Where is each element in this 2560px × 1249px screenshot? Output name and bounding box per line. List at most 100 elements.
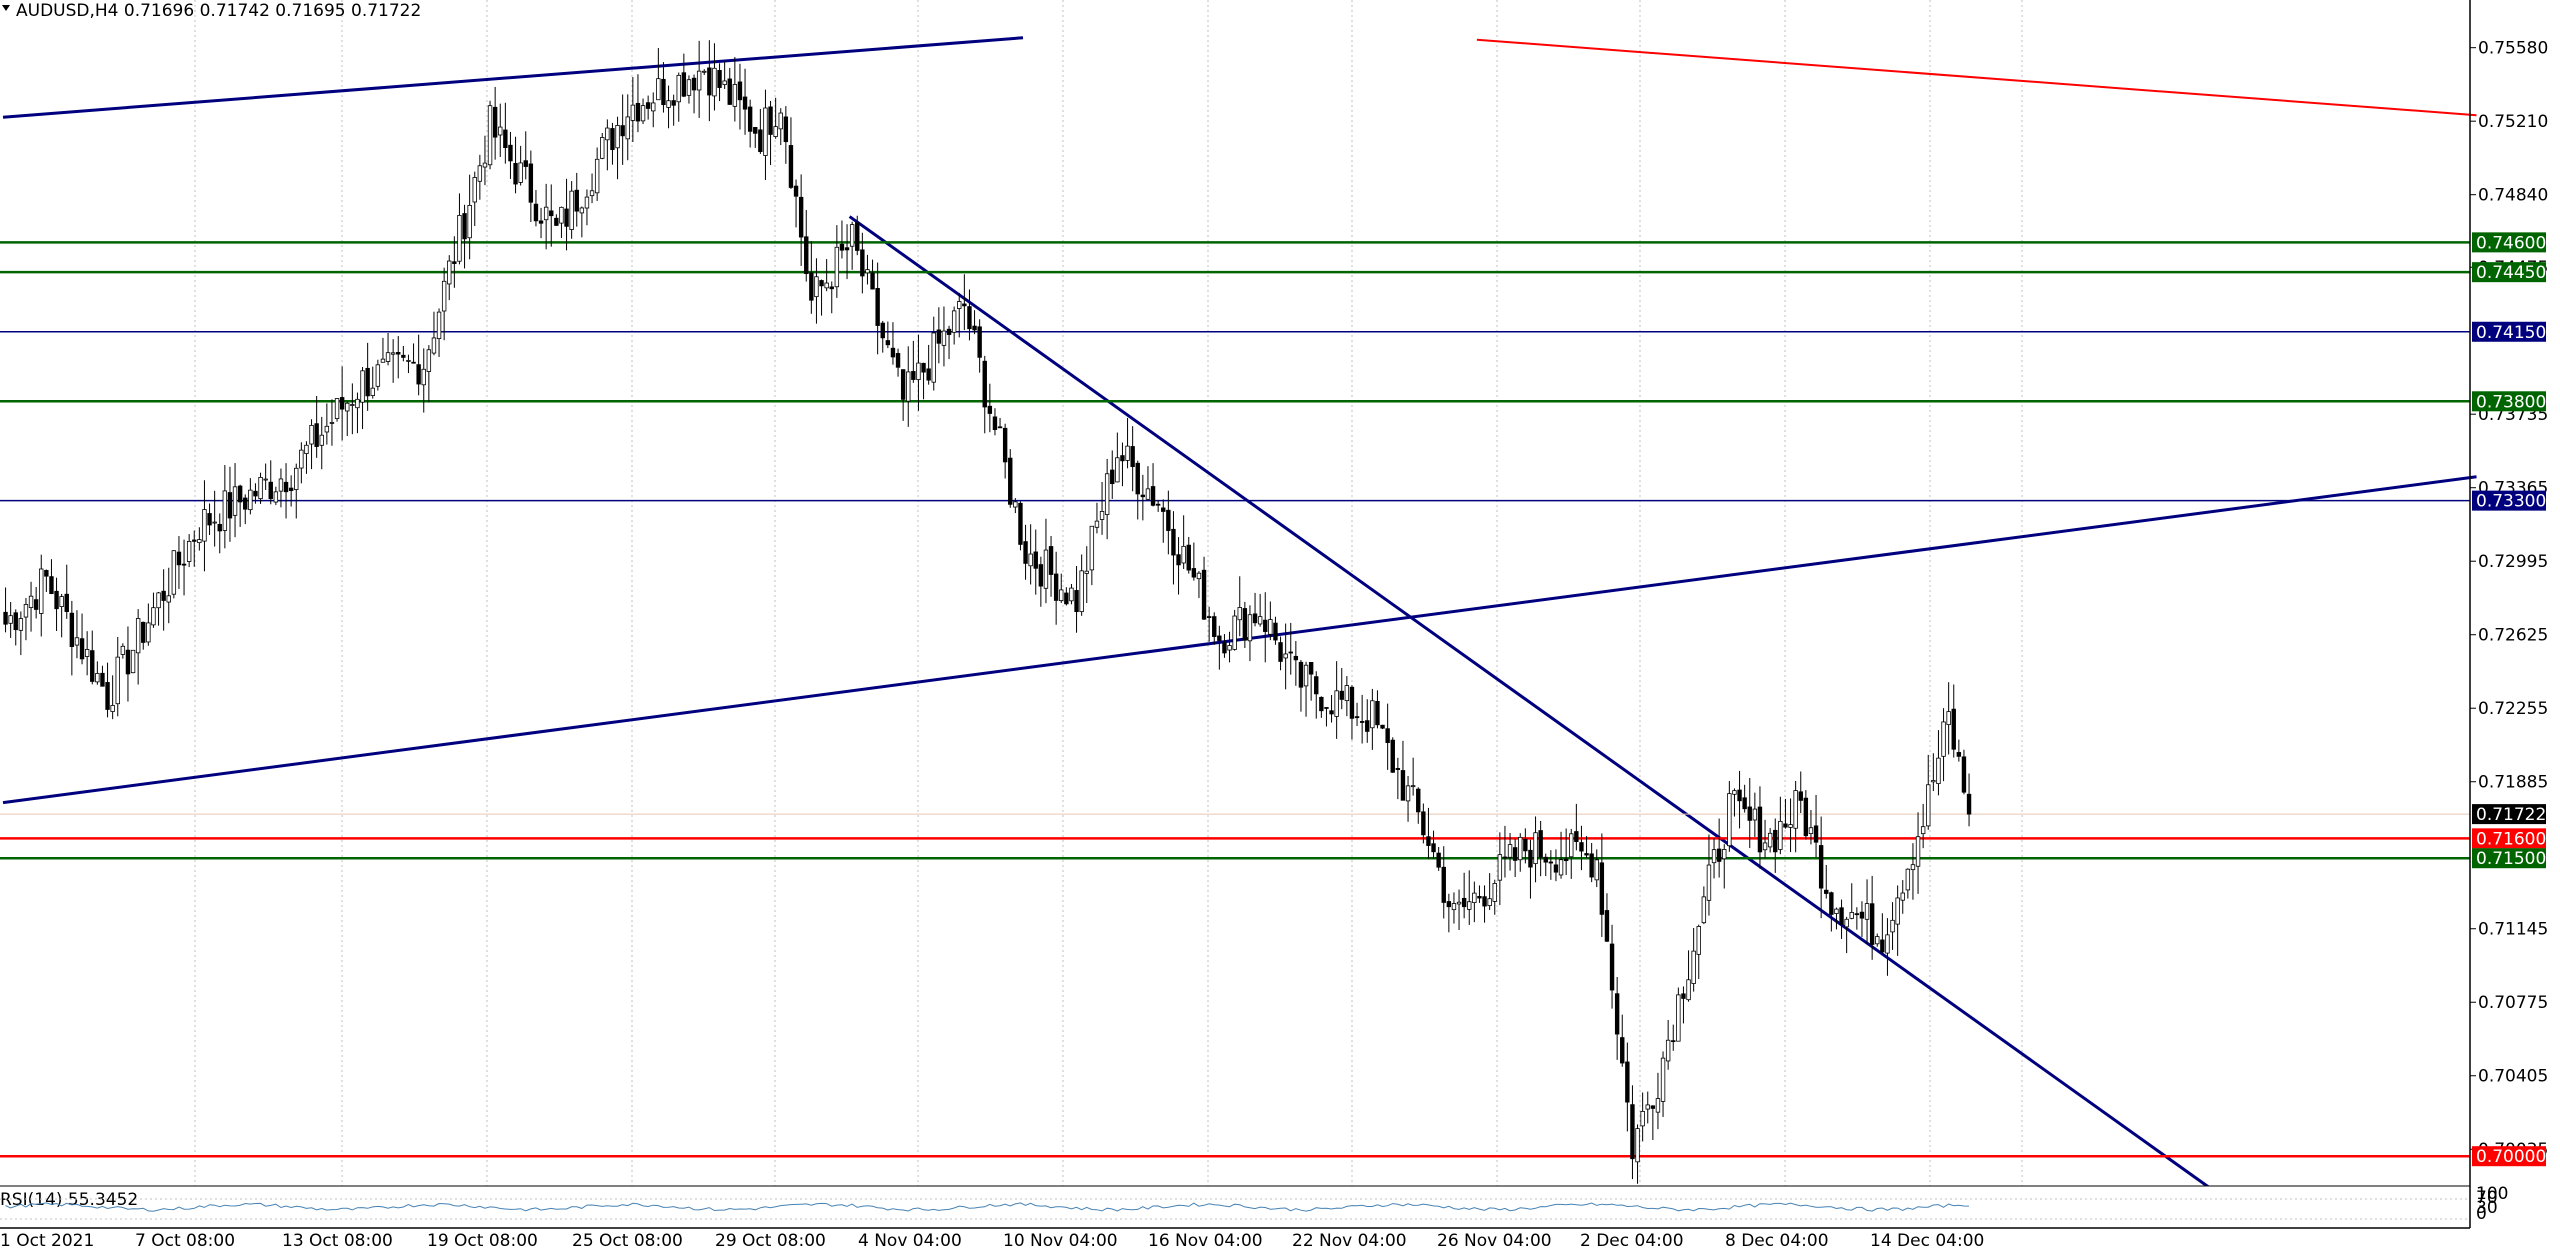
candle-body (207, 513, 212, 526)
candle-body (1278, 642, 1283, 662)
candle-body (79, 638, 85, 660)
candle-body (314, 423, 319, 447)
candle-body (202, 509, 207, 542)
candle-body (936, 329, 942, 344)
candle-body (549, 210, 554, 217)
candle-body (1222, 642, 1227, 654)
candle-body (1166, 509, 1171, 531)
candle-body (809, 272, 814, 301)
candle-body (931, 332, 936, 383)
horizontal-levels[interactable] (0, 241, 2470, 1158)
candle-body (1145, 488, 1151, 500)
candle-body (1308, 662, 1314, 675)
candle-body (839, 243, 845, 251)
candle-body (645, 102, 651, 109)
candle-body (135, 618, 141, 654)
candle-body (390, 352, 396, 355)
candle-body (268, 481, 273, 500)
candle-body (1533, 832, 1538, 865)
candle-body (916, 362, 921, 381)
candle-body (640, 105, 646, 122)
candle-body (436, 311, 442, 339)
candle-body (651, 102, 656, 112)
time-tick-label: 14 Dec 04:00 (1870, 1231, 1984, 1249)
candle-body (49, 576, 54, 594)
candle-body (1818, 845, 1824, 889)
candle-body (855, 222, 860, 251)
candle-body (1711, 849, 1717, 864)
candle-body (69, 612, 75, 648)
candle-body (385, 352, 391, 362)
candle-body (753, 127, 758, 134)
candle-body (1288, 651, 1293, 654)
candle-body (1594, 859, 1599, 881)
candle-body (1798, 791, 1803, 801)
candle-body (1064, 592, 1069, 605)
candle-body (1538, 830, 1543, 858)
candle-body (503, 129, 508, 149)
candle-body (671, 100, 676, 106)
rsi-tick-label: 70 (2476, 1188, 2498, 1208)
candle-body (1084, 570, 1089, 574)
candle-body (1120, 455, 1125, 462)
candle-body (554, 217, 559, 226)
candle-body (1405, 785, 1411, 802)
price-tick-label: 0.75210 (2478, 112, 2548, 132)
candle-body (156, 592, 161, 609)
candle-body (1441, 866, 1446, 903)
time-axis: 1 Oct 2021 7 Oct 08:00 13 Oct 08:00 19 Oct … (0, 1231, 1984, 1249)
candle-body (982, 360, 987, 408)
candle-body (829, 286, 834, 290)
candle-body (1635, 1128, 1640, 1163)
candle-body (1059, 589, 1064, 602)
candle-body (283, 481, 289, 493)
price-tick-label: 0.75580 (2478, 39, 2548, 59)
candle-body (1849, 911, 1854, 919)
candle-body (1931, 780, 1936, 783)
candle-body (1574, 831, 1579, 843)
symbol-ohlc-label: AUDUSD,H4 0.71696 0.71742 0.71695 0.7172… (16, 1, 421, 21)
candle-body (1630, 1104, 1635, 1160)
candle-body (90, 650, 95, 682)
candle-body (171, 550, 177, 595)
candle-body (605, 127, 610, 141)
candle-body (54, 590, 59, 610)
candle-body (594, 158, 600, 194)
candle-body (1018, 502, 1023, 545)
candle-body (192, 539, 197, 542)
candle-body (1569, 833, 1574, 858)
trendline (2, 36, 1024, 119)
candle-body (1467, 901, 1472, 910)
candle-body (1880, 939, 1885, 953)
candle-body (768, 106, 773, 135)
candle-body (248, 489, 253, 511)
candle-body (1905, 868, 1911, 891)
candle-body (1314, 676, 1319, 695)
candle-body (1171, 528, 1176, 556)
candle-body (1747, 806, 1752, 821)
candle-body (380, 358, 386, 363)
candle-body (972, 325, 977, 331)
candle-body (574, 189, 579, 212)
candle-body (1497, 854, 1503, 881)
candle-body (243, 497, 248, 510)
candle-body (1910, 864, 1916, 871)
candle-body (1752, 808, 1758, 821)
candle-body (1956, 752, 1962, 757)
candle-body (1732, 790, 1737, 795)
candle-body (686, 79, 692, 96)
candle-body (3, 611, 8, 625)
candle-body (758, 129, 763, 152)
candle-body (426, 349, 432, 372)
candle-body (13, 612, 18, 631)
trendlines[interactable] (2, 36, 2477, 1202)
candle-body (130, 649, 136, 674)
candle-body (1599, 862, 1605, 915)
candle-body (564, 208, 569, 227)
candle-body (1966, 793, 1972, 815)
price-level-badge (2472, 391, 2546, 412)
candle-body (472, 177, 477, 203)
price-level-badge (2472, 232, 2546, 253)
candle-body (1757, 806, 1763, 853)
